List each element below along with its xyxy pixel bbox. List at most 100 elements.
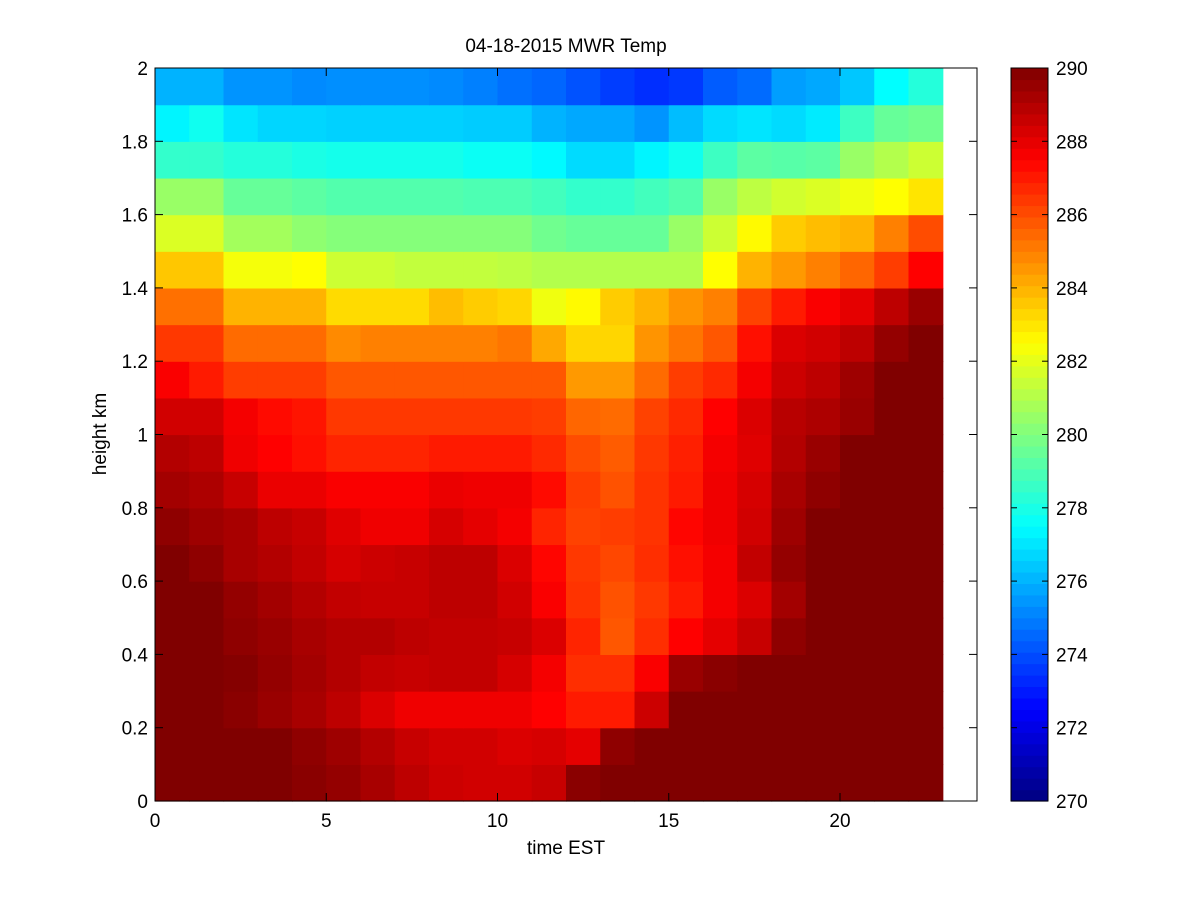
colorbar-band <box>1011 182 1048 195</box>
heatmap-cell <box>292 397 327 436</box>
heatmap-cell <box>394 544 430 582</box>
heatmap-cell <box>463 727 499 765</box>
heatmap-cell <box>223 727 259 765</box>
heatmap-cell <box>840 361 875 399</box>
heatmap-cell <box>737 727 773 765</box>
heatmap-cell <box>703 617 738 655</box>
heatmap-cell <box>805 691 841 729</box>
heatmap-cell <box>771 434 807 472</box>
colorbar-tick-label: 284 <box>1056 279 1088 300</box>
heatmap-cell <box>908 617 944 655</box>
heatmap-cell <box>874 471 910 509</box>
colorbar-band <box>1011 686 1048 699</box>
colorbar-band <box>1011 755 1048 768</box>
colorbar-band <box>1011 468 1048 481</box>
colorbar-tick-label: 270 <box>1056 792 1088 813</box>
heatmap-cell <box>805 324 841 362</box>
heatmap-cell <box>703 68 738 106</box>
heatmap-cell <box>531 68 567 106</box>
colorbar-band <box>1011 652 1048 665</box>
heatmap-cell <box>223 617 259 655</box>
colorbar-band <box>1011 148 1048 161</box>
heatmap-cell <box>429 691 464 729</box>
heatmap-cell <box>771 287 807 326</box>
heatmap-cell <box>292 581 327 619</box>
heatmap-cell <box>292 214 327 252</box>
heatmap-cell <box>155 361 190 399</box>
heatmap-cell <box>292 471 327 509</box>
colorbar-band <box>1011 228 1048 241</box>
heatmap-cell <box>531 397 567 436</box>
heatmap-cell <box>668 361 704 399</box>
heatmap-cell <box>703 251 738 289</box>
heatmap-cell <box>634 361 670 399</box>
heatmap-cell <box>326 654 362 692</box>
heatmap-cell <box>840 654 875 692</box>
heatmap-cell <box>155 654 190 692</box>
heatmap-cell <box>257 581 293 619</box>
heatmap-cell <box>292 361 327 399</box>
heatmap-cell <box>737 104 773 142</box>
heatmap-cell <box>155 764 190 802</box>
y-tick-label: 0.6 <box>122 572 148 593</box>
heatmap-cell <box>874 544 910 582</box>
heatmap-cell <box>703 177 738 216</box>
colorbar-tick-label: 282 <box>1056 352 1088 373</box>
colorbar-band <box>1011 491 1048 504</box>
heatmap-cell <box>429 141 464 179</box>
heatmap-cell <box>703 727 738 765</box>
heatmap-cell <box>703 287 738 326</box>
heatmap-cell <box>634 581 670 619</box>
heatmap-cell <box>737 691 773 729</box>
heatmap-cell <box>497 104 533 142</box>
heatmap-cell <box>360 397 396 436</box>
heatmap-cell <box>805 471 841 509</box>
heatmap-cell <box>394 727 430 765</box>
heatmap-cell <box>463 397 499 436</box>
heatmap-cell <box>703 104 738 142</box>
heatmap-cell <box>771 617 807 655</box>
colorbar-band <box>1011 549 1048 562</box>
heatmap-cell <box>223 764 259 802</box>
heatmap-cell <box>531 141 567 179</box>
heatmap-cell <box>668 434 704 472</box>
heatmap-cell <box>531 581 567 619</box>
heatmap-cell <box>908 177 944 216</box>
heatmap-cell <box>531 764 567 802</box>
colorbar-band <box>1011 388 1048 401</box>
colorbar-band <box>1011 319 1048 333</box>
heatmap-cell <box>189 141 225 179</box>
heatmap-cell <box>394 251 430 289</box>
heatmap-cell <box>189 177 225 216</box>
heatmap-cell <box>189 691 225 729</box>
heatmap-cell <box>292 141 327 179</box>
colorbar-band <box>1011 709 1048 722</box>
heatmap-cell <box>326 507 362 546</box>
heatmap-cell <box>155 544 190 582</box>
heatmap-cell <box>908 251 944 289</box>
heatmap-cell <box>737 251 773 289</box>
colorbar-band <box>1011 251 1048 264</box>
heatmap-cell <box>394 764 430 802</box>
colorbar-band <box>1011 743 1048 756</box>
heatmap-cell <box>497 251 533 289</box>
heatmap-cell <box>292 324 327 362</box>
heatmap-cell <box>257 397 293 436</box>
colorbar-band <box>1011 457 1048 470</box>
heatmap-cell <box>600 104 636 142</box>
heatmap-cell <box>189 68 225 106</box>
heatmap-cell <box>463 324 499 362</box>
colorbar-tick-label: 288 <box>1056 132 1088 153</box>
heatmap-cell <box>360 764 396 802</box>
colorbar-band <box>1011 766 1048 779</box>
heatmap-cell <box>771 104 807 142</box>
heatmap-cell <box>566 68 601 106</box>
heatmap-cell <box>908 361 944 399</box>
colorbar-band <box>1011 239 1048 252</box>
heatmap-cell <box>600 471 636 509</box>
heatmap-cell <box>566 324 601 362</box>
colorbar-band <box>1011 594 1048 607</box>
heatmap-cell <box>497 324 533 362</box>
heatmap-cell <box>805 287 841 326</box>
heatmap-cell <box>566 214 601 252</box>
